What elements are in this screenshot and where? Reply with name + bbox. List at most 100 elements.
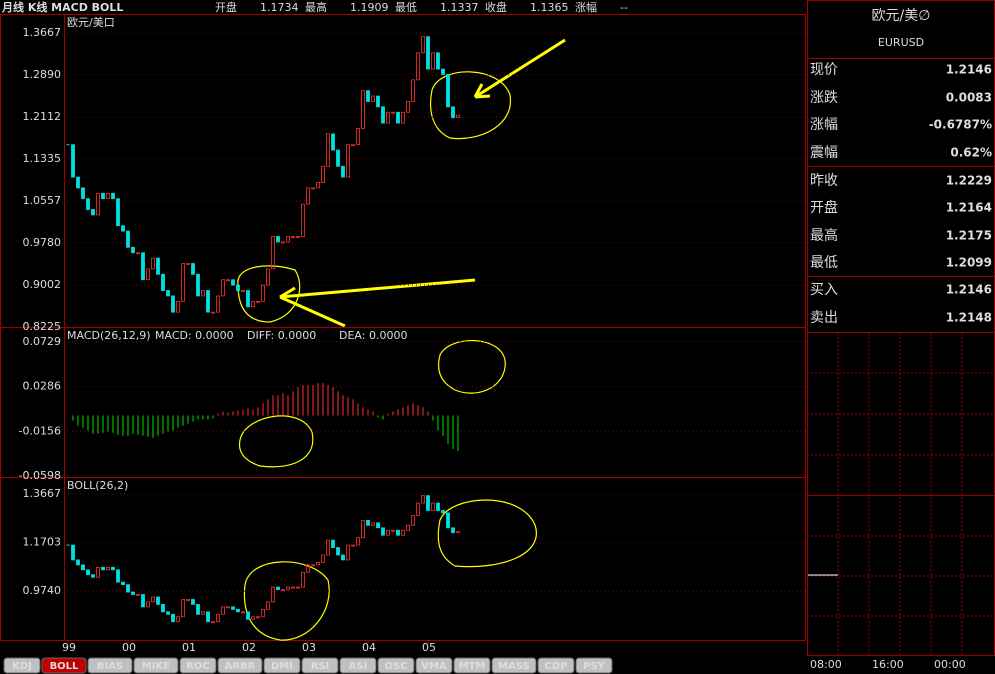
candle (101, 566, 105, 571)
candle (351, 544, 355, 547)
candle (426, 495, 430, 511)
tab-label[interactable]: BIAS (97, 661, 123, 672)
field-label: 最低 (395, 1, 417, 14)
candle (231, 279, 235, 286)
candle (91, 209, 95, 216)
quote-label: 买入 (810, 282, 838, 298)
tab[interactable] (339, 657, 377, 674)
candle (256, 300, 260, 303)
candle (221, 606, 225, 615)
candle (341, 165, 345, 178)
candle (456, 531, 460, 534)
candle (186, 263, 190, 265)
candle (381, 106, 385, 124)
tab[interactable] (179, 657, 217, 674)
tab[interactable] (133, 657, 179, 674)
tab[interactable] (415, 657, 453, 674)
candle (131, 591, 135, 595)
candle (231, 606, 235, 610)
candle (306, 564, 310, 573)
tab-label[interactable]: ROC (186, 661, 210, 672)
tab[interactable] (87, 657, 133, 674)
tab-label[interactable]: ARBR (225, 661, 256, 672)
x-tick-label: 00 (122, 641, 136, 654)
candle (251, 616, 255, 620)
candle (311, 187, 315, 190)
candle (456, 114, 460, 119)
candle (256, 616, 260, 619)
tab[interactable] (217, 657, 263, 674)
candle (86, 198, 90, 210)
candle (366, 519, 370, 526)
y-tick-label: 0.9740 (23, 584, 62, 597)
tab-label[interactable]: MIKE (142, 661, 170, 672)
candle (436, 52, 440, 70)
candle (321, 165, 325, 183)
tab[interactable] (453, 657, 491, 674)
y-tick-label: 0.8225 (23, 320, 62, 333)
tab-label[interactable]: MTM (459, 661, 486, 672)
candle (296, 236, 300, 238)
x-tick-label: 03 (302, 641, 316, 654)
candle (206, 290, 210, 313)
tab[interactable] (537, 657, 575, 674)
tab-label[interactable]: OSC (384, 661, 407, 672)
tab[interactable] (377, 657, 415, 674)
candle (376, 95, 380, 108)
candle (361, 90, 365, 129)
candle (151, 596, 155, 603)
candle (356, 537, 360, 546)
tab[interactable] (575, 657, 613, 674)
candle (241, 611, 245, 614)
tab-label[interactable]: KDJ (12, 661, 32, 672)
candle (131, 246, 135, 254)
candle (311, 564, 315, 567)
tab-label[interactable]: CDP (545, 661, 568, 672)
quote-label: 卖出 (810, 310, 838, 326)
candle (451, 106, 455, 119)
tab-label[interactable]: VMA (421, 661, 447, 672)
tab[interactable] (41, 657, 87, 674)
quote-label: 开盘 (810, 199, 838, 216)
candle (286, 236, 290, 243)
tab[interactable] (491, 657, 537, 674)
tab-label[interactable]: RSI (311, 661, 330, 672)
candle (221, 279, 225, 297)
candle (136, 594, 140, 596)
candle (161, 604, 165, 613)
candle (296, 586, 300, 589)
tab-label[interactable]: ASI (349, 661, 368, 672)
candle (206, 611, 210, 623)
candle (226, 606, 230, 609)
tab-label[interactable]: DMI (271, 661, 293, 672)
quote-value: 1.2229 (946, 174, 992, 188)
candle (436, 502, 440, 511)
candle (71, 544, 75, 561)
candle (336, 547, 340, 556)
tab-label[interactable]: BOLL (50, 661, 79, 672)
intraday-grid (807, 333, 995, 655)
candle (391, 529, 395, 532)
quote-label: 现价 (810, 62, 838, 78)
candle (141, 252, 145, 281)
tab-label[interactable]: PSY (583, 661, 606, 672)
candle (146, 268, 150, 281)
candle (166, 290, 170, 297)
y-tick-label: 1.1703 (23, 536, 62, 549)
quote-name: 欧元/美∅ (872, 8, 931, 24)
tab-label[interactable]: MASS (498, 661, 530, 672)
candle (316, 182, 320, 189)
candle (366, 90, 370, 102)
tab[interactable] (301, 657, 339, 674)
candle (121, 225, 125, 232)
y-tick-label: 0.0729 (23, 335, 62, 348)
candle (371, 522, 375, 526)
field-value: 1.1365 (530, 1, 569, 14)
candle (416, 52, 420, 81)
tab[interactable] (3, 657, 41, 674)
candle (276, 236, 280, 243)
candle (361, 519, 365, 539)
candle (116, 198, 120, 227)
tab[interactable] (263, 657, 301, 674)
x-tick-label: 01 (182, 641, 196, 654)
